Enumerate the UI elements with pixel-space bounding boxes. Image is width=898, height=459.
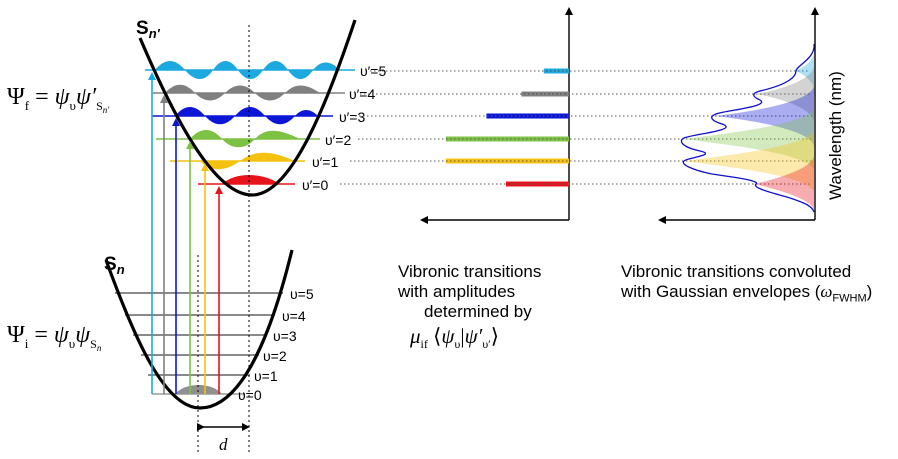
- formula-close: ⟩: [490, 324, 499, 348]
- gaussian-envelope-0: [754, 156, 814, 210]
- formula-mu-sub: if: [420, 337, 428, 352]
- gaussian-envelope-3: [715, 86, 814, 146]
- connector-lines: [340, 70, 814, 185]
- upper-potential-curve: [138, 19, 357, 197]
- omega-subscript: FWHM: [832, 292, 867, 305]
- upper-level-label-1: υ′=1: [312, 154, 338, 170]
- initial-state-equation: Ψi = ψυψSn: [7, 322, 102, 353]
- stick-spectrum-caption: Vibronic transitions with amplitudes det…: [398, 262, 573, 322]
- lower-level-label-0: υ=0: [238, 387, 262, 403]
- upper-wavefunction-5: [155, 61, 340, 79]
- lower-level-label-3: υ=3: [273, 328, 297, 344]
- gaussian-envelope-2: [684, 108, 814, 170]
- formula-bar: |: [460, 324, 465, 348]
- upper-wavefunction-1: [200, 152, 295, 170]
- convoluted-spectrum-panel: Wavelength (nm): [658, 7, 845, 224]
- upper-level-label-0: υ′=0: [302, 177, 328, 193]
- transition-amplitude-formula: μif ⟨ψυ|ψ′υ′⟩: [410, 324, 499, 352]
- stick-caption-line-2: with amplitudes: [398, 282, 516, 301]
- lower-wavefunction-0: [175, 385, 222, 394]
- convoluted-spectrum-caption: Vibronic transitions convoluted with Gau…: [621, 262, 896, 308]
- caption-close-paren: ): [866, 282, 873, 301]
- convolved-envelope-curve: [680, 43, 815, 213]
- formula-psi-sub: υ: [454, 337, 461, 352]
- stick-bars: [445, 68, 569, 187]
- lower-potential-curve: [104, 249, 294, 410]
- upper-level-label-2: υ′=2: [325, 132, 351, 148]
- lower-potential-group: [104, 249, 294, 410]
- displacement-label: d: [219, 435, 228, 454]
- final-state-equation: Ψf = ψυψ′Sn′: [7, 84, 110, 115]
- lower-level-label-4: υ=4: [282, 308, 306, 324]
- upper-level-label-3: υ′=3: [339, 109, 365, 125]
- formula-open: ⟨: [433, 324, 442, 348]
- gaussian-envelope-4: [755, 66, 814, 122]
- stick-bar-5: [543, 68, 569, 74]
- stick-caption-line-3: determined by: [424, 302, 532, 321]
- convoluted-caption-line-1: Vibronic transitions convoluted: [621, 262, 852, 281]
- lower-level-label-2: υ=2: [263, 348, 287, 364]
- convoluted-caption-text: with Gaussian envelopes (: [621, 282, 821, 301]
- upper-wavefunction-3: [175, 107, 318, 125]
- formula-psi2: ψ′: [464, 324, 483, 348]
- lower-level-label-1: υ=1: [254, 368, 278, 384]
- lower-state-label: Sn: [104, 254, 125, 277]
- upper-wavefunction-4: [165, 84, 320, 101]
- upper-level-labels: υ′=5 υ′=4 υ′=3 υ′=2 υ′=1 υ′=0: [302, 63, 386, 193]
- convoluted-caption-line-2: with Gaussian envelopes (ωFWHM): [621, 282, 896, 308]
- upper-wavefunction-0: [222, 175, 280, 184]
- upper-wavefunction-2: [190, 130, 300, 148]
- transition-arrows: [148, 72, 223, 394]
- upper-state-label: Sn′: [136, 18, 161, 41]
- upper-level-label-5: υ′=5: [360, 63, 386, 79]
- upper-potential-group: [138, 19, 357, 197]
- stick-caption-line-1: Vibronic transitions: [398, 262, 542, 281]
- lower-level-labels: υ=5 υ=4 υ=3 υ=2 υ=1 υ=0: [238, 286, 314, 403]
- formula-mu: μ: [410, 324, 421, 348]
- omega-symbol: ω: [820, 282, 833, 301]
- wavelength-axis-label: Wavelength (nm): [826, 71, 845, 200]
- gaussian-envelope-1: [684, 130, 814, 192]
- lower-level-label-5: υ=5: [290, 286, 314, 302]
- gaussian-envelopes: [684, 46, 815, 210]
- upper-level-label-4: υ′=4: [349, 86, 375, 102]
- gaussian-envelope-5: [795, 46, 815, 96]
- formula-psi: ψ: [441, 324, 455, 348]
- formula-psi2-sub: υ′: [482, 337, 491, 352]
